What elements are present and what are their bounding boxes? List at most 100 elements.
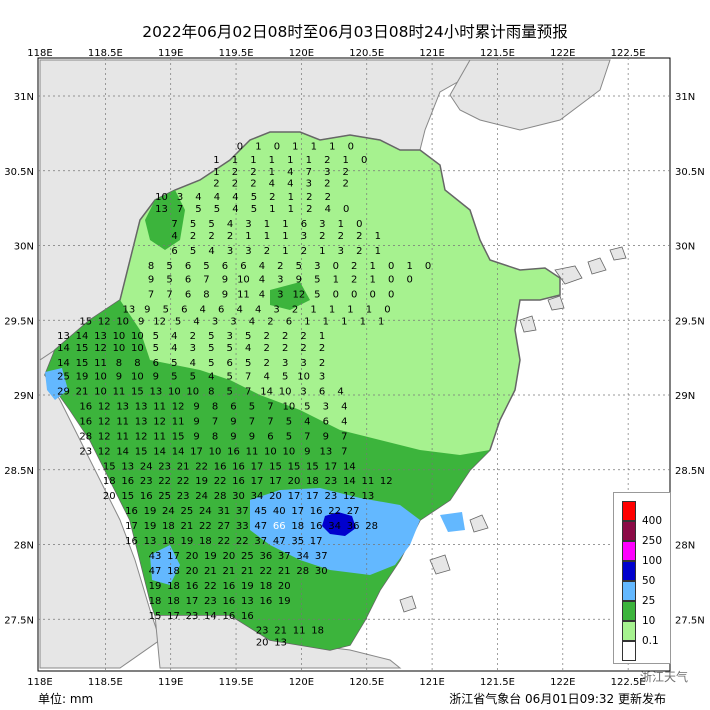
legend-swatch (622, 501, 636, 521)
legend-label: 50 (642, 575, 656, 587)
rain-value: 6 (240, 261, 246, 272)
rain-value: 7 (245, 372, 251, 383)
grid (38, 58, 670, 671)
rain-value: 2 (300, 343, 306, 354)
rain-value: 10 (113, 343, 126, 354)
rain-value: 45 (254, 506, 267, 517)
rain-value: 3 (282, 358, 288, 369)
rain-value: 1 (338, 219, 344, 230)
rain-value: 23 (177, 491, 190, 502)
lon-tick-label: 118E (27, 48, 52, 59)
rain-value: 3 (319, 219, 325, 230)
rain-value: 30 (232, 491, 245, 502)
rain-value: 15 (288, 461, 301, 472)
rain-value: 2 (351, 274, 357, 285)
rain-value: 4 (255, 304, 261, 315)
rain-value: 4 (232, 192, 238, 203)
rain-value: 21 (177, 461, 190, 472)
rain-value: 10 (94, 387, 107, 398)
rain-value: 12 (153, 316, 166, 327)
rain-value: 13 (135, 401, 148, 412)
rain-value: 27 (347, 506, 360, 517)
rain-value: 29 (57, 387, 70, 398)
rain-value: 3 (230, 316, 236, 327)
rain-value: 20 (269, 491, 282, 502)
rain-value: 12 (98, 416, 111, 427)
rain-value: 4 (171, 331, 177, 342)
rain-value: 3 (300, 358, 306, 369)
rain-value: 0 (384, 304, 390, 315)
rain-value: 2 (277, 261, 283, 272)
rain-value: 18 (167, 596, 180, 607)
rain-value: 1 (329, 141, 335, 152)
lon-tick-label: 119.5E (219, 48, 254, 59)
rain-value: 2 (319, 231, 325, 242)
rain-value: 1 (304, 316, 310, 327)
rain-value: 22 (259, 566, 272, 577)
rain-value: 4 (195, 192, 201, 203)
rain-value: 4 (232, 204, 238, 215)
lon-ticks-bottom: 118E 118.5E 119E 119.5E 120E 120.5E 121E 121.5E… (27, 677, 645, 688)
rain-value: 1 (264, 219, 270, 230)
lat-tick-label: 27.5N (675, 615, 705, 626)
rain-value: 4 (171, 343, 177, 354)
lon-tick-label: 122E (550, 677, 575, 688)
lon-tick-label: 118.5E (88, 48, 123, 59)
rain-value: 19 (181, 536, 194, 547)
rain-value: 7 (341, 446, 347, 457)
rain-value: 11 (116, 416, 129, 427)
rain-value: 9 (144, 304, 150, 315)
rain-value: 1 (366, 304, 372, 315)
rain-value: 16 (186, 581, 199, 592)
rain-value: 5 (304, 401, 310, 412)
rain-value: 10 (283, 446, 296, 457)
rain-value: 2 (306, 204, 312, 215)
rain-value: 21 (204, 566, 217, 577)
rain-value: 4 (341, 401, 347, 412)
rain-value: 16 (232, 461, 245, 472)
rain-value: 1 (282, 231, 288, 242)
rain-value: 4 (249, 316, 255, 327)
rain-value: 14 (343, 461, 356, 472)
rain-value: 3 (177, 192, 183, 203)
rain-value: 5 (314, 274, 320, 285)
rain-value: 8 (212, 401, 218, 412)
rain-value: 17 (190, 446, 203, 457)
rain-value: 7 (148, 289, 154, 300)
rain-values: 0 1 0 1 1 1 01 1 1 1 1 1 2 1 01 2 2 1 4 7 3 22 2 2 4 4 3 2 210 3 4 4 4 5 2… (57, 141, 431, 648)
rain-value: 5 (249, 401, 255, 412)
lat-tick-label: 29.5N (4, 316, 34, 327)
rain-area-50-100 (322, 512, 356, 536)
rain-value: 10 (168, 387, 181, 398)
rain-value: 6 (185, 261, 191, 272)
rain-value: 0 (356, 219, 362, 230)
rain-value: 3 (212, 316, 218, 327)
rain-value: 10 (283, 401, 296, 412)
rain-value: 2 (282, 331, 288, 342)
rain-value: 22 (328, 506, 341, 517)
rain-value: 2 (324, 179, 330, 190)
rain-value: 19 (204, 551, 217, 562)
rain-value: 4 (236, 304, 242, 315)
rain-value: 8 (212, 431, 218, 442)
rain-value: 5 (214, 204, 220, 215)
rain-value: 11 (172, 416, 185, 427)
rain-value: 0 (388, 274, 394, 285)
rain-value: 22 (204, 581, 217, 592)
rain-value: 20 (103, 491, 116, 502)
rain-value: 22 (177, 476, 190, 487)
rain-value: 13 (361, 491, 374, 502)
rain-value: 28 (296, 566, 309, 577)
rain-value: 3 (301, 231, 307, 242)
rain-value: 2 (343, 179, 349, 190)
legend-label: 25 (642, 595, 656, 607)
legend-swatch (622, 561, 636, 581)
lon-tick-label: 121E (419, 677, 444, 688)
rain-value: 5 (227, 387, 233, 398)
rain-value: 10 (116, 316, 129, 327)
rain-value: 40 (273, 506, 286, 517)
rain-value: 37 (254, 536, 267, 547)
rain-value: 8 (203, 289, 209, 300)
rain-value: 3 (277, 289, 283, 300)
rain-value: 0 (333, 289, 339, 300)
